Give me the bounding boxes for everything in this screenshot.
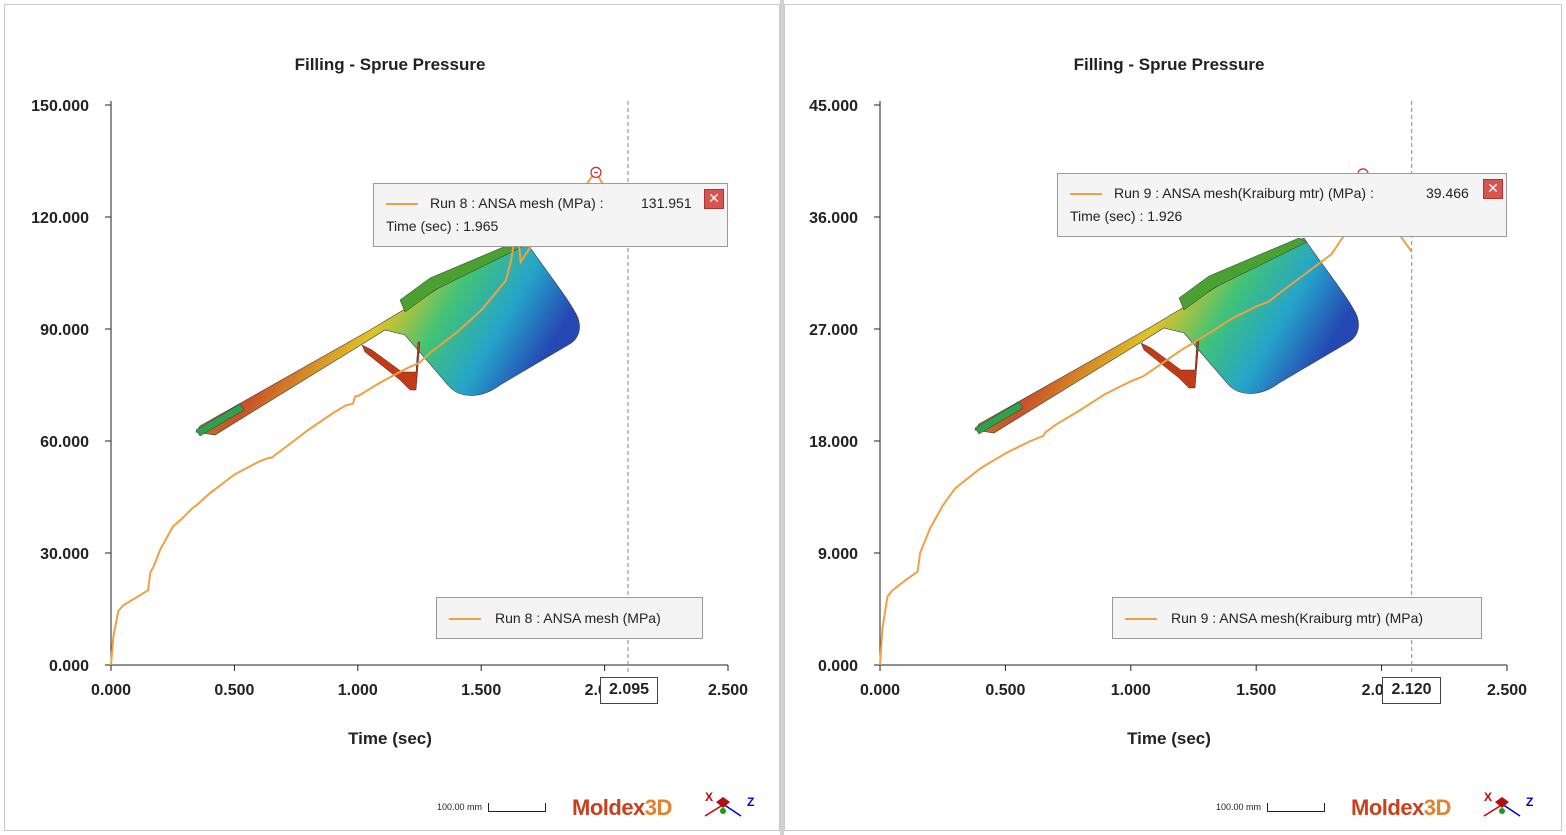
series-line[interactable] (110, 170, 629, 666)
x-tick-label: 1.500 (461, 682, 501, 699)
cursor-value-right[interactable]: 2.120 (1382, 677, 1441, 704)
legend-label: Run 9 : ANSA mesh(Kraiburg mtr) (MPa) (1171, 610, 1424, 626)
legend-swatch (449, 618, 481, 621)
series-swatch (1070, 193, 1102, 196)
chart-title-right: Filling - Sprue Pressure (1073, 55, 1265, 74)
tooltip-series-label: Run 8 : ANSA mesh (MPa) : (430, 195, 604, 211)
part-model-3d (195, 239, 580, 437)
tooltip-time: Time (sec) : 1.926 (1070, 208, 1183, 224)
data-tooltip-left: Run 8 : ANSA mesh (MPa) : 131.951 Time (… (373, 183, 728, 247)
x-tick-label: 0.000 (91, 682, 131, 699)
legend-label: Run 8 : ANSA mesh (MPa) (495, 610, 661, 626)
chart-panel-right (784, 4, 1562, 831)
tooltip-series-label: Run 9 : ANSA mesh(Kraiburg mtr) (MPa) : (1114, 185, 1374, 201)
tooltip-value: 131.951 (641, 195, 692, 211)
x-tick-label: 0.500 (214, 682, 254, 699)
y-tick-label: 30.000 (40, 546, 89, 563)
x-tick-label: 2.500 (708, 682, 748, 699)
axis-triad-icon (704, 797, 742, 817)
x-axis-label-right: Time (sec) (1127, 729, 1211, 748)
scale-bar-left: 100.00 mm (437, 802, 547, 813)
legend-swatch (1125, 618, 1157, 621)
x-axis-label-left: Time (sec) (348, 729, 432, 748)
series-swatch (386, 203, 418, 206)
tooltip-time: Time (sec) : 1.965 (386, 218, 499, 234)
legend-left[interactable]: Run 8 : ANSA mesh (MPa) (436, 597, 703, 639)
moldex3d-logo: Moldex3D (1351, 795, 1451, 820)
y-tick-label: 60.000 (40, 434, 89, 451)
cursor-value-left[interactable]: 2.095 (600, 677, 658, 704)
close-icon[interactable]: ✕ (704, 189, 724, 209)
panel-divider[interactable] (780, 0, 784, 835)
close-icon[interactable]: ✕ (1483, 179, 1503, 199)
y-tick-label: 90.000 (40, 322, 89, 339)
y-tick-label: 120.000 (31, 210, 89, 227)
axis-triad-icon (1483, 797, 1521, 817)
chart-title-left: Filling - Sprue Pressure (294, 55, 486, 74)
data-tooltip-right: Run 9 : ANSA mesh(Kraiburg mtr) (MPa) : … (1057, 173, 1507, 237)
x-tick-label: 1.000 (338, 682, 378, 699)
moldex3d-logo: Moldex3D (572, 795, 672, 820)
tooltip-value: 39.466 (1426, 185, 1469, 201)
scale-bar-right: 100.00 mm (1216, 802, 1326, 813)
axis-triad-right[interactable]: X Z (1482, 790, 1538, 818)
axis-triad-left[interactable]: X Z (703, 790, 759, 818)
y-tick-label: 150.000 (31, 98, 89, 115)
scale-label: 100.00 mm (437, 802, 483, 812)
chart-left[interactable]: 0.000 30.000 60.000 90.000 120.000 150.000 0.0… (0, 0, 780, 835)
scale-label: 100.00 mm (1216, 802, 1262, 812)
y-tick-label: 0.000 (49, 658, 89, 675)
legend-right[interactable]: Run 9 : ANSA mesh(Kraiburg mtr) (MPa) (1112, 597, 1482, 639)
